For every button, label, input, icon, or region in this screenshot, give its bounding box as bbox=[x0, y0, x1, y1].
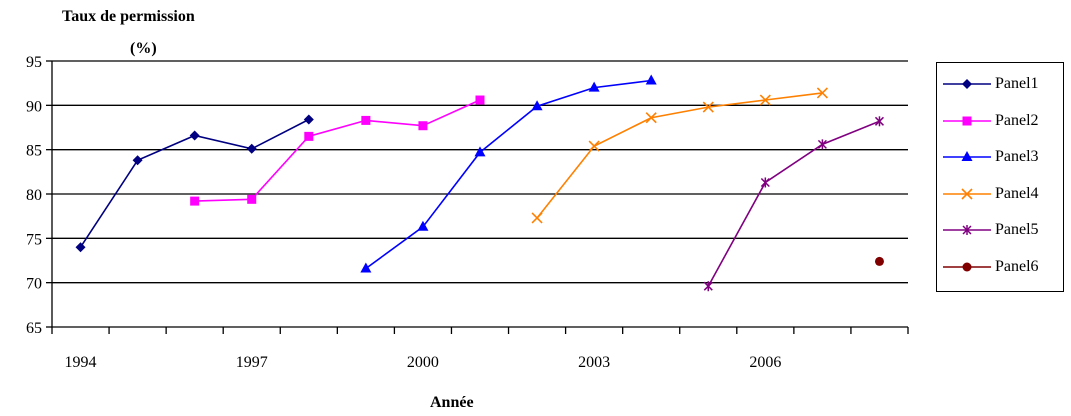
legend-swatch bbox=[943, 79, 991, 89]
y-tick-label: 95 bbox=[26, 54, 42, 71]
y-tick-label: 65 bbox=[26, 320, 42, 337]
axes: 65 70 75 80 85 90 95 1994 1997 2000 2003 2006 bbox=[26, 54, 909, 371]
diamond-marker bbox=[303, 114, 314, 125]
triangle-marker bbox=[417, 220, 429, 231]
legend-label: Panel6 bbox=[995, 257, 1039, 275]
legend: Panel1 Panel2 Panel3 Panel4 Panel5 Panel6 bbox=[936, 62, 1064, 292]
square-marker bbox=[247, 194, 257, 204]
legend-item: Panel2 bbox=[937, 110, 1065, 132]
legend-item: Panel1 bbox=[937, 73, 1065, 95]
diamond-marker bbox=[189, 130, 200, 141]
x-axis-title: Année bbox=[430, 394, 474, 411]
series-Panel1 bbox=[75, 114, 314, 253]
star-marker bbox=[817, 139, 827, 150]
x-marker bbox=[645, 112, 657, 124]
legend-swatch bbox=[943, 187, 991, 200]
legend-swatch bbox=[943, 151, 991, 161]
star-marker bbox=[874, 116, 884, 127]
legend-label: Panel3 bbox=[995, 148, 1039, 165]
triangle-marker bbox=[531, 100, 543, 111]
legend-swatch bbox=[943, 116, 991, 125]
triangle-marker bbox=[645, 74, 657, 85]
chart-svg: 65 70 75 80 85 90 95 1994 1997 2000 2003 2006 bbox=[26, 54, 909, 371]
series-Panel5 bbox=[703, 116, 884, 292]
x-tick-label: 2000 bbox=[407, 354, 439, 371]
x-tick-label: 1997 bbox=[236, 354, 268, 371]
grid-lines bbox=[52, 60, 908, 284]
legend-item: Panel3 bbox=[937, 146, 1065, 168]
square-marker bbox=[304, 131, 314, 141]
x-marker bbox=[816, 87, 828, 99]
x-tick-label: 2006 bbox=[749, 354, 781, 371]
series-Panel2 bbox=[190, 95, 485, 206]
diamond-marker bbox=[132, 155, 143, 166]
series-line bbox=[536, 92, 823, 219]
star-marker bbox=[962, 225, 972, 235]
triangle-marker bbox=[360, 262, 372, 273]
legend-label: Panel5 bbox=[995, 221, 1039, 238]
y-tick-label: 90 bbox=[26, 98, 42, 115]
diamond-marker bbox=[75, 242, 86, 253]
y-tick-label: 70 bbox=[26, 276, 42, 293]
legend-item: Panel4 bbox=[937, 183, 1065, 205]
circle-marker bbox=[874, 256, 884, 266]
legend-label: Panel1 bbox=[995, 75, 1039, 92]
x-marker bbox=[531, 212, 543, 224]
x-marker bbox=[702, 101, 714, 113]
square-marker bbox=[190, 196, 200, 206]
legend-swatch bbox=[943, 225, 991, 235]
x-marker bbox=[961, 187, 973, 200]
x-marker bbox=[759, 94, 771, 106]
diamond-marker bbox=[246, 143, 257, 154]
legend-item: Panel5 bbox=[937, 219, 1065, 241]
square-marker bbox=[418, 121, 428, 131]
diamond-marker bbox=[962, 79, 972, 89]
legend-item: Panel6 bbox=[937, 256, 1065, 278]
square-marker bbox=[361, 115, 371, 125]
y-axis-unit: (%) bbox=[130, 40, 157, 57]
x-tick-label: 1994 bbox=[65, 354, 97, 371]
triangle-marker bbox=[961, 151, 973, 161]
x-tick-label: 2003 bbox=[578, 354, 610, 371]
x-marker bbox=[588, 140, 600, 152]
legend-swatch bbox=[943, 262, 991, 271]
series-Panel3 bbox=[360, 74, 657, 273]
star-marker bbox=[703, 281, 713, 292]
series-Panel4 bbox=[531, 87, 828, 224]
y-tick-label: 75 bbox=[26, 231, 42, 248]
series-line bbox=[707, 120, 880, 287]
y-tick-label: 85 bbox=[26, 143, 42, 160]
legend-label: Panel4 bbox=[995, 184, 1039, 202]
legend-label: Panel2 bbox=[995, 111, 1039, 129]
triangle-marker bbox=[588, 81, 600, 92]
square-marker bbox=[962, 116, 972, 125]
circle-marker bbox=[962, 262, 972, 271]
star-marker bbox=[760, 177, 770, 188]
series-group bbox=[75, 74, 884, 292]
series-Panel6 bbox=[874, 256, 884, 266]
y-axis-title: Taux de permission bbox=[62, 8, 195, 25]
series-line bbox=[365, 79, 652, 270]
square-marker bbox=[475, 95, 485, 105]
series-line bbox=[194, 99, 481, 202]
triangle-marker bbox=[474, 146, 486, 157]
y-tick-label: 80 bbox=[26, 187, 42, 204]
